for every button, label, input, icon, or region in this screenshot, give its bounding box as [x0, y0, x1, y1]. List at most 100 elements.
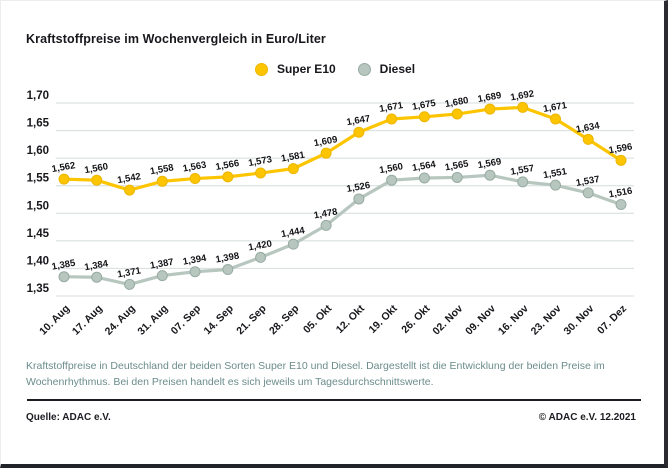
legend-label-super-e10: Super E10 — [276, 62, 336, 76]
data-point — [156, 270, 168, 282]
value-label: 1,647 — [346, 113, 371, 128]
value-label: 1,692 — [510, 88, 535, 103]
data-point — [124, 184, 136, 196]
data-point — [124, 278, 136, 290]
value-label: 1,609 — [313, 134, 338, 149]
data-point — [189, 173, 201, 185]
value-label: 1,560 — [84, 161, 109, 176]
y-tick-label: 1,70 — [27, 90, 49, 102]
value-label: 1,384 — [84, 258, 110, 273]
data-point — [189, 266, 201, 278]
super-e10-dot-icon — [254, 62, 268, 76]
value-label: 1,564 — [411, 159, 437, 174]
legend-label-diesel: Diesel — [379, 62, 416, 76]
value-label: 1,516 — [608, 186, 633, 201]
copyright-text: © ADAC e.V. 12.2021 — [538, 412, 636, 423]
value-label: 1,557 — [510, 163, 535, 178]
series-line — [63, 105, 622, 192]
data-point — [386, 174, 398, 186]
value-label: 1,573 — [247, 154, 272, 169]
data-point — [582, 133, 594, 145]
chart-caption: Kraftstoffpreise in Deutschland der beid… — [26, 358, 644, 391]
data-point — [91, 174, 103, 186]
x-tick-label: 24. Aug — [103, 303, 138, 338]
x-tick-label: 14. Sep — [201, 303, 235, 337]
data-point — [451, 171, 463, 183]
x-tick-label: 09. Nov — [463, 303, 498, 338]
data-point — [353, 126, 365, 138]
value-label: 1,371 — [116, 265, 142, 280]
value-label: 1,671 — [542, 100, 568, 115]
value-label: 1,569 — [477, 156, 502, 171]
x-tick-label: 02. Nov — [430, 303, 465, 338]
data-point — [484, 169, 496, 181]
value-label: 1,634 — [575, 120, 601, 135]
x-tick-label: 05. Okt — [301, 302, 335, 336]
data-point — [255, 167, 267, 179]
value-label: 1,560 — [379, 161, 404, 176]
value-label: 1,444 — [280, 225, 306, 240]
x-tick-label: 26. Okt — [399, 302, 433, 336]
data-point — [320, 219, 332, 231]
value-label: 1,675 — [411, 98, 437, 113]
data-point — [418, 172, 430, 184]
value-label: 1,385 — [51, 258, 77, 273]
data-point — [58, 271, 70, 283]
source-text: Quelle: ADAC e.V. — [26, 412, 111, 423]
value-label: 1,398 — [215, 251, 240, 266]
value-label: 1,671 — [379, 100, 405, 115]
value-label: 1,526 — [346, 180, 371, 195]
data-point — [353, 193, 365, 205]
data-point — [615, 198, 627, 210]
data-point — [615, 154, 627, 166]
y-tick-label: 1,55 — [27, 173, 50, 185]
value-label: 1,562 — [51, 160, 76, 175]
x-tick-label: 17. Aug — [70, 303, 105, 338]
value-label: 1,551 — [542, 166, 568, 181]
value-label: 1,596 — [608, 141, 633, 156]
x-tick-label: 28. Sep — [267, 303, 301, 337]
value-label: 1,394 — [182, 253, 208, 268]
x-tick-label: 07. Sep — [169, 303, 203, 337]
y-tick-label: 1,35 — [27, 283, 50, 295]
y-tick-label: 1,45 — [27, 228, 50, 240]
data-point — [320, 147, 332, 159]
data-point — [91, 271, 103, 283]
value-label: 1,387 — [149, 257, 174, 272]
data-point — [451, 108, 463, 120]
value-label: 1,680 — [444, 95, 469, 110]
value-label: 1,566 — [215, 158, 240, 173]
diesel-dot-icon — [357, 62, 371, 76]
data-point — [484, 103, 496, 115]
chart-legend: Super E10 Diesel — [1, 62, 664, 76]
data-point — [386, 113, 398, 125]
data-point — [222, 264, 234, 276]
chart-title: Kraftstoffpreise im Wochenvergleich in E… — [26, 32, 326, 46]
value-label: 1,478 — [313, 206, 338, 221]
legend-item-super-e10: Super E10 — [254, 62, 336, 76]
legend-item-diesel: Diesel — [357, 62, 416, 76]
value-label: 1,542 — [116, 171, 141, 186]
caption-line-2: Wochenrhythmus. Bei den Preisen handelt … — [26, 376, 434, 389]
value-label: 1,581 — [280, 150, 306, 165]
x-tick-label: 10. Aug — [37, 303, 72, 338]
data-point — [222, 171, 234, 183]
x-tick-label: 12. Okt — [334, 302, 368, 336]
data-point — [287, 238, 299, 250]
x-tick-label: 30. Nov — [561, 303, 596, 338]
data-point — [418, 111, 430, 123]
footer-separator — [27, 399, 641, 401]
data-point — [58, 173, 70, 185]
data-point — [517, 101, 529, 113]
x-tick-label: 23. Nov — [529, 303, 564, 338]
x-tick-label: 19. Okt — [367, 302, 401, 336]
value-label: 1,420 — [247, 238, 272, 253]
data-point — [582, 187, 594, 199]
data-point — [549, 113, 561, 125]
value-label: 1,558 — [149, 162, 174, 177]
data-point — [156, 175, 168, 187]
value-label: 1,563 — [182, 160, 207, 175]
data-point — [287, 163, 299, 175]
